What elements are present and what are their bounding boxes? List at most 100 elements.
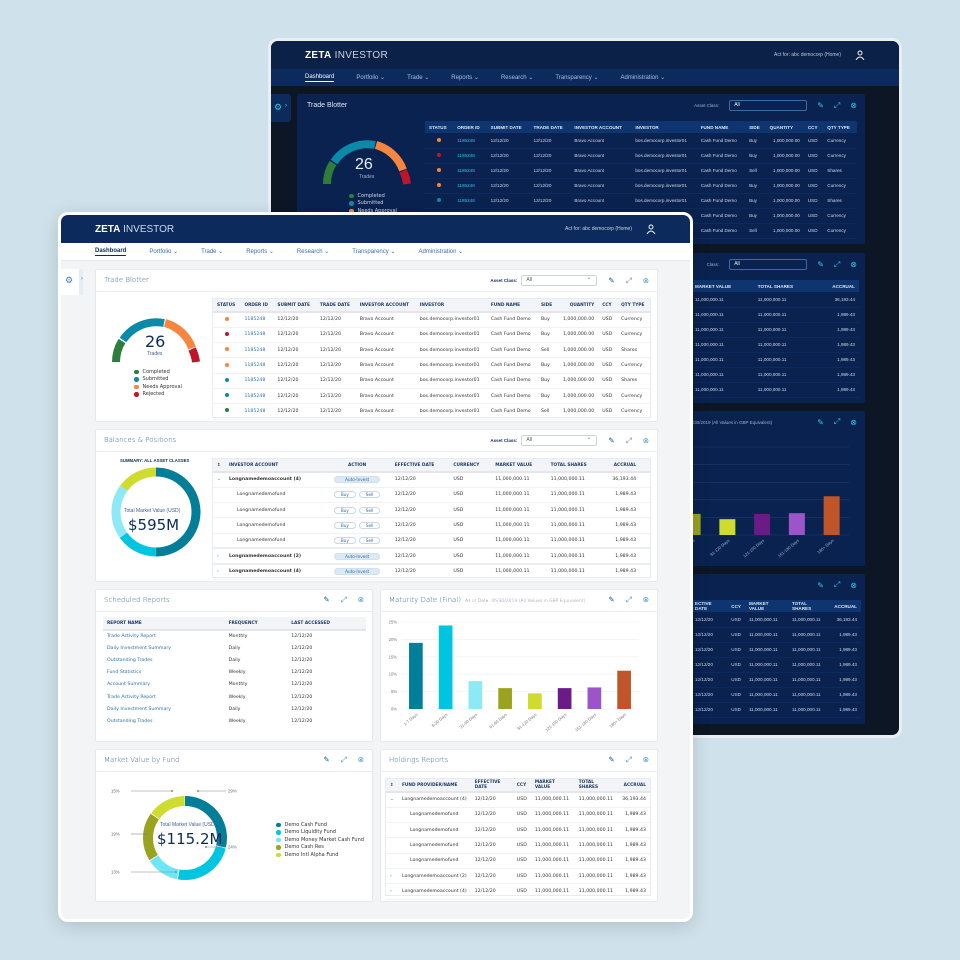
sell-button[interactable]: Sell (358, 506, 381, 514)
table-row[interactable]: 11,000,000.11 11,000,000.11 1,989.43 (691, 322, 859, 338)
report-name-link[interactable]: Outstanding Trades (107, 657, 153, 663)
close-icon[interactable]: ⊗ (642, 435, 649, 445)
edit-icon[interactable]: ✎ (608, 755, 615, 764)
sort-icon[interactable]: ⇕ (386, 779, 398, 793)
asset-class-select[interactable]: All (521, 274, 598, 286)
report-name-link[interactable]: Trade Activity Report (107, 634, 156, 640)
buy-button[interactable]: Buy (333, 491, 356, 499)
account-row[interactable]: ⌄ Longnamedemoaccount (4) Auto-Invest 12/12… (213, 472, 650, 488)
asset-class-select[interactable]: All (729, 259, 808, 270)
expand-chevron-icon[interactable]: › (213, 548, 225, 565)
edit-icon[interactable]: ✎ (608, 435, 615, 445)
close-icon[interactable]: ⊗ (357, 755, 364, 764)
buy-button[interactable]: Buy (333, 537, 356, 545)
table-row[interactable]: 12/12/20 USD 11,000,000.11 11,000,000.11 1,9… (691, 627, 861, 643)
auto-invest-button[interactable]: Auto-Invest (334, 568, 381, 576)
nav-reports[interactable]: Reports ⌄ (451, 75, 479, 81)
sell-button[interactable]: Sell (358, 522, 381, 530)
nav-transparency[interactable]: Transparency ⌄ (352, 249, 396, 255)
bar[interactable] (557, 688, 572, 709)
expand-icon[interactable]: ⤢ (625, 435, 632, 445)
report-row[interactable]: Daily Investment Summary Daily 12/12/20 (103, 642, 366, 654)
sell-button[interactable]: Sell (358, 537, 381, 545)
close-icon[interactable]: ⊗ (850, 417, 857, 427)
collapse-chevron-icon[interactable]: ⌄ (386, 792, 398, 808)
order-id-link[interactable]: 1185248 (240, 327, 274, 344)
fund-row[interactable]: Longnamedemofund Buy Sell 12/12/20 USD 11,000… (213, 533, 650, 549)
order-id-link[interactable]: 1185248 (240, 357, 274, 374)
expand-chevron-icon[interactable]: › (213, 563, 225, 580)
auto-invest-button[interactable]: Auto-Invest (334, 476, 381, 484)
nav-portfolio[interactable]: Portfolio ⌄ (356, 75, 386, 81)
nav-dashboard[interactable]: Dashboard (95, 247, 127, 256)
bar[interactable] (409, 642, 423, 709)
expand-icon[interactable]: ⤢ (833, 417, 841, 426)
order-id-link[interactable]: 1185248 (453, 193, 487, 209)
fund-row[interactable]: Longnamedemofund Buy Sell 12/12/20 USD 11,000… (213, 502, 650, 519)
bar[interactable] (719, 519, 736, 535)
close-icon[interactable]: ⊗ (850, 580, 857, 590)
nav-transparency[interactable]: Transparency ⌄ (555, 75, 599, 81)
edit-icon[interactable]: ✎ (817, 417, 824, 427)
expand-icon[interactable]: ⤢ (625, 275, 632, 285)
expand-icon[interactable]: ⤢ (833, 580, 841, 589)
bar[interactable] (617, 670, 631, 709)
account-row[interactable]: ⌄ Longnamedemoaccount (4) 12/12/20 USD 11,00… (386, 792, 650, 808)
expand-icon[interactable]: ⤢ (833, 259, 841, 269)
report-name-link[interactable]: Outstanding Trades (107, 718, 153, 724)
bar[interactable] (823, 496, 840, 535)
fund-row[interactable]: Longnamedemofund Buy Sell 12/12/20 USD 11,000… (213, 487, 650, 504)
edit-icon[interactable]: ✎ (323, 755, 330, 764)
table-row[interactable]: 11,000,000.11 11,000,000.11 1,989.43 (691, 367, 859, 383)
user-icon[interactable] (646, 224, 656, 234)
nav-trade[interactable]: Trade ⌄ (201, 249, 224, 255)
sidebar-toggle[interactable]: ⚙ › (61, 269, 83, 295)
report-row[interactable]: Trade Activity Report Weekly 12/12/20 (103, 691, 366, 703)
donut-segment[interactable] (143, 796, 227, 880)
collapse-chevron-icon[interactable]: ⌄ (213, 472, 225, 488)
table-row[interactable]: 12/12/20 USD 11,000,000.11 11,000,000.11 1,9… (691, 642, 861, 658)
close-icon[interactable]: ⊗ (642, 275, 649, 285)
user-icon[interactable] (855, 50, 865, 60)
close-icon[interactable]: ⊗ (850, 260, 857, 269)
table-row[interactable]: 11,000,000.11 11,000,000.11 1,989.43 (691, 337, 859, 353)
order-id-link[interactable]: 1185248 (240, 373, 274, 389)
order-id-link[interactable]: 1185248 (453, 178, 487, 194)
order-id-link[interactable]: 1185248 (453, 148, 487, 164)
donut-segment[interactable] (143, 796, 227, 880)
expand-icon[interactable]: ⤢ (625, 595, 632, 604)
table-row[interactable]: 11,000,000.11 11,000,000.11 36,193.44 (691, 292, 859, 308)
report-name-link[interactable]: Daily Investment Summary (107, 706, 172, 712)
sidebar-toggle[interactable]: ⚙ › (271, 94, 291, 122)
act-for-label[interactable]: Act for: abc democorp (Home) (565, 226, 632, 232)
account-row[interactable]: › Longnamedemoaccount (4) Auto-Invest 12/12… (213, 563, 650, 580)
table-row[interactable]: 11,000,000.11 11,000,000.11 1,989.43 (691, 307, 859, 323)
fund-row[interactable]: Longnamedemofund Buy Sell 12/12/20 USD 11,000… (213, 517, 650, 534)
sort-icon[interactable]: ⇕ (213, 459, 225, 473)
order-id-link[interactable]: 1185248 (240, 312, 274, 328)
table-row[interactable]: 12/12/20 USD 11,000,000.11 11,000,000.11 1,9… (691, 687, 861, 703)
fund-row[interactable]: Longnamedemofund 12/12/20 USD 11,000,000.11… (386, 853, 650, 869)
report-name-link[interactable]: Trade Activity Report (107, 694, 156, 700)
close-icon[interactable]: ⊗ (642, 595, 649, 604)
bar[interactable] (788, 513, 805, 535)
order-id-link[interactable]: 1185248 (240, 342, 274, 359)
edit-icon[interactable]: ✎ (608, 595, 615, 604)
nav-dashboard[interactable]: Dashboard (305, 73, 335, 82)
table-row[interactable]: 11,000,000.11 11,000,000.11 1,989.43 (691, 382, 859, 398)
nav-trade[interactable]: Trade ⌄ (407, 75, 430, 81)
edit-icon[interactable]: ✎ (323, 595, 330, 604)
expand-icon[interactable]: ⤢ (340, 755, 347, 764)
bar[interactable] (754, 513, 771, 535)
fund-row[interactable]: Longnamedemofund 12/12/20 USD 11,000,000.11… (386, 837, 650, 854)
report-row[interactable]: Trade Activity Report Monthly 12/12/20 (103, 630, 366, 642)
nav-research[interactable]: Research ⌄ (296, 249, 330, 255)
edit-icon[interactable]: ✎ (817, 101, 824, 110)
